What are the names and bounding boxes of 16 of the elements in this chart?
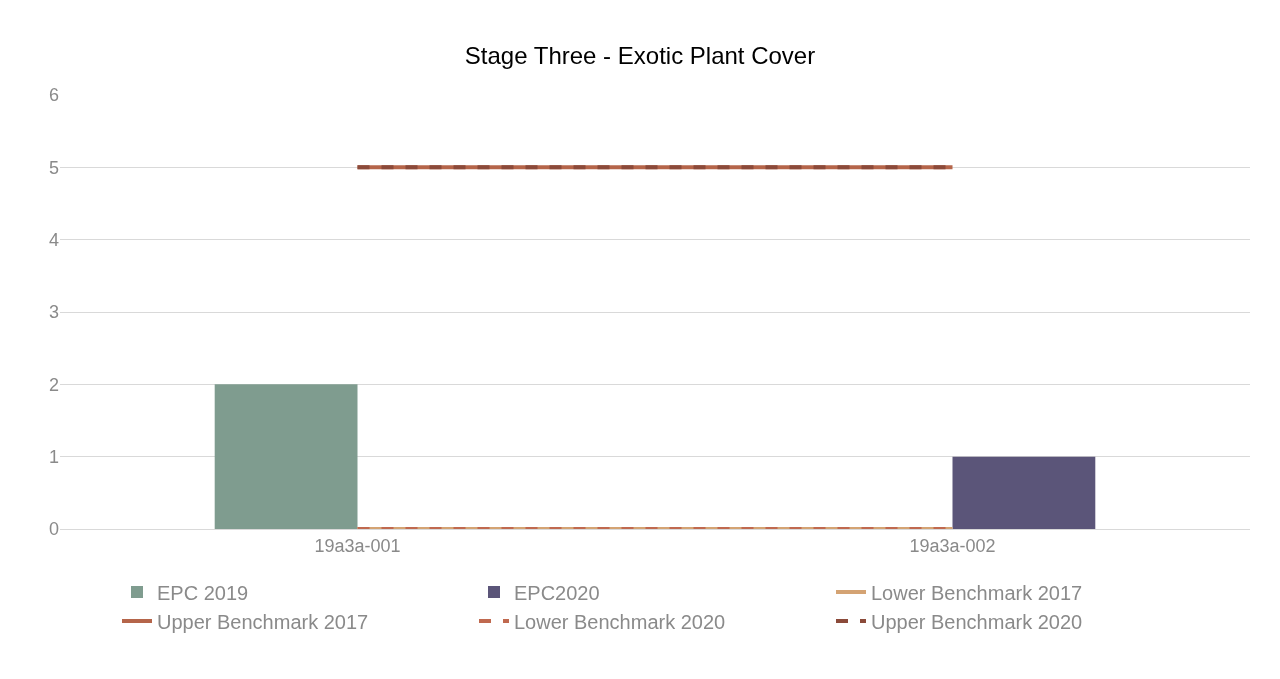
y-tick-label: 0 [48,519,59,540]
x-tick-label: 19a3a-001 [314,535,401,556]
legend-label: EPC 2019 [157,581,249,604]
legend-label: Lower Benchmark 2017 [871,581,1083,604]
y-tick-label: 6 [48,85,59,106]
legend-label: Upper Benchmark 2020 [871,610,1083,633]
y-tick-label: 2 [48,374,59,395]
y-tick-label: 5 [48,157,59,178]
y-tick-label: 4 [48,229,59,250]
x-tick-label: 19a3a-002 [909,535,996,556]
y-tick-label: 3 [48,302,59,323]
legend-label: EPC2020 [514,581,600,604]
legend-label: Upper Benchmark 2017 [157,610,369,633]
chart-title: Stage Three - Exotic Plant Cover [464,42,816,70]
y-tick-label: 1 [48,446,59,467]
legend-label: Lower Benchmark 2020 [514,610,726,633]
